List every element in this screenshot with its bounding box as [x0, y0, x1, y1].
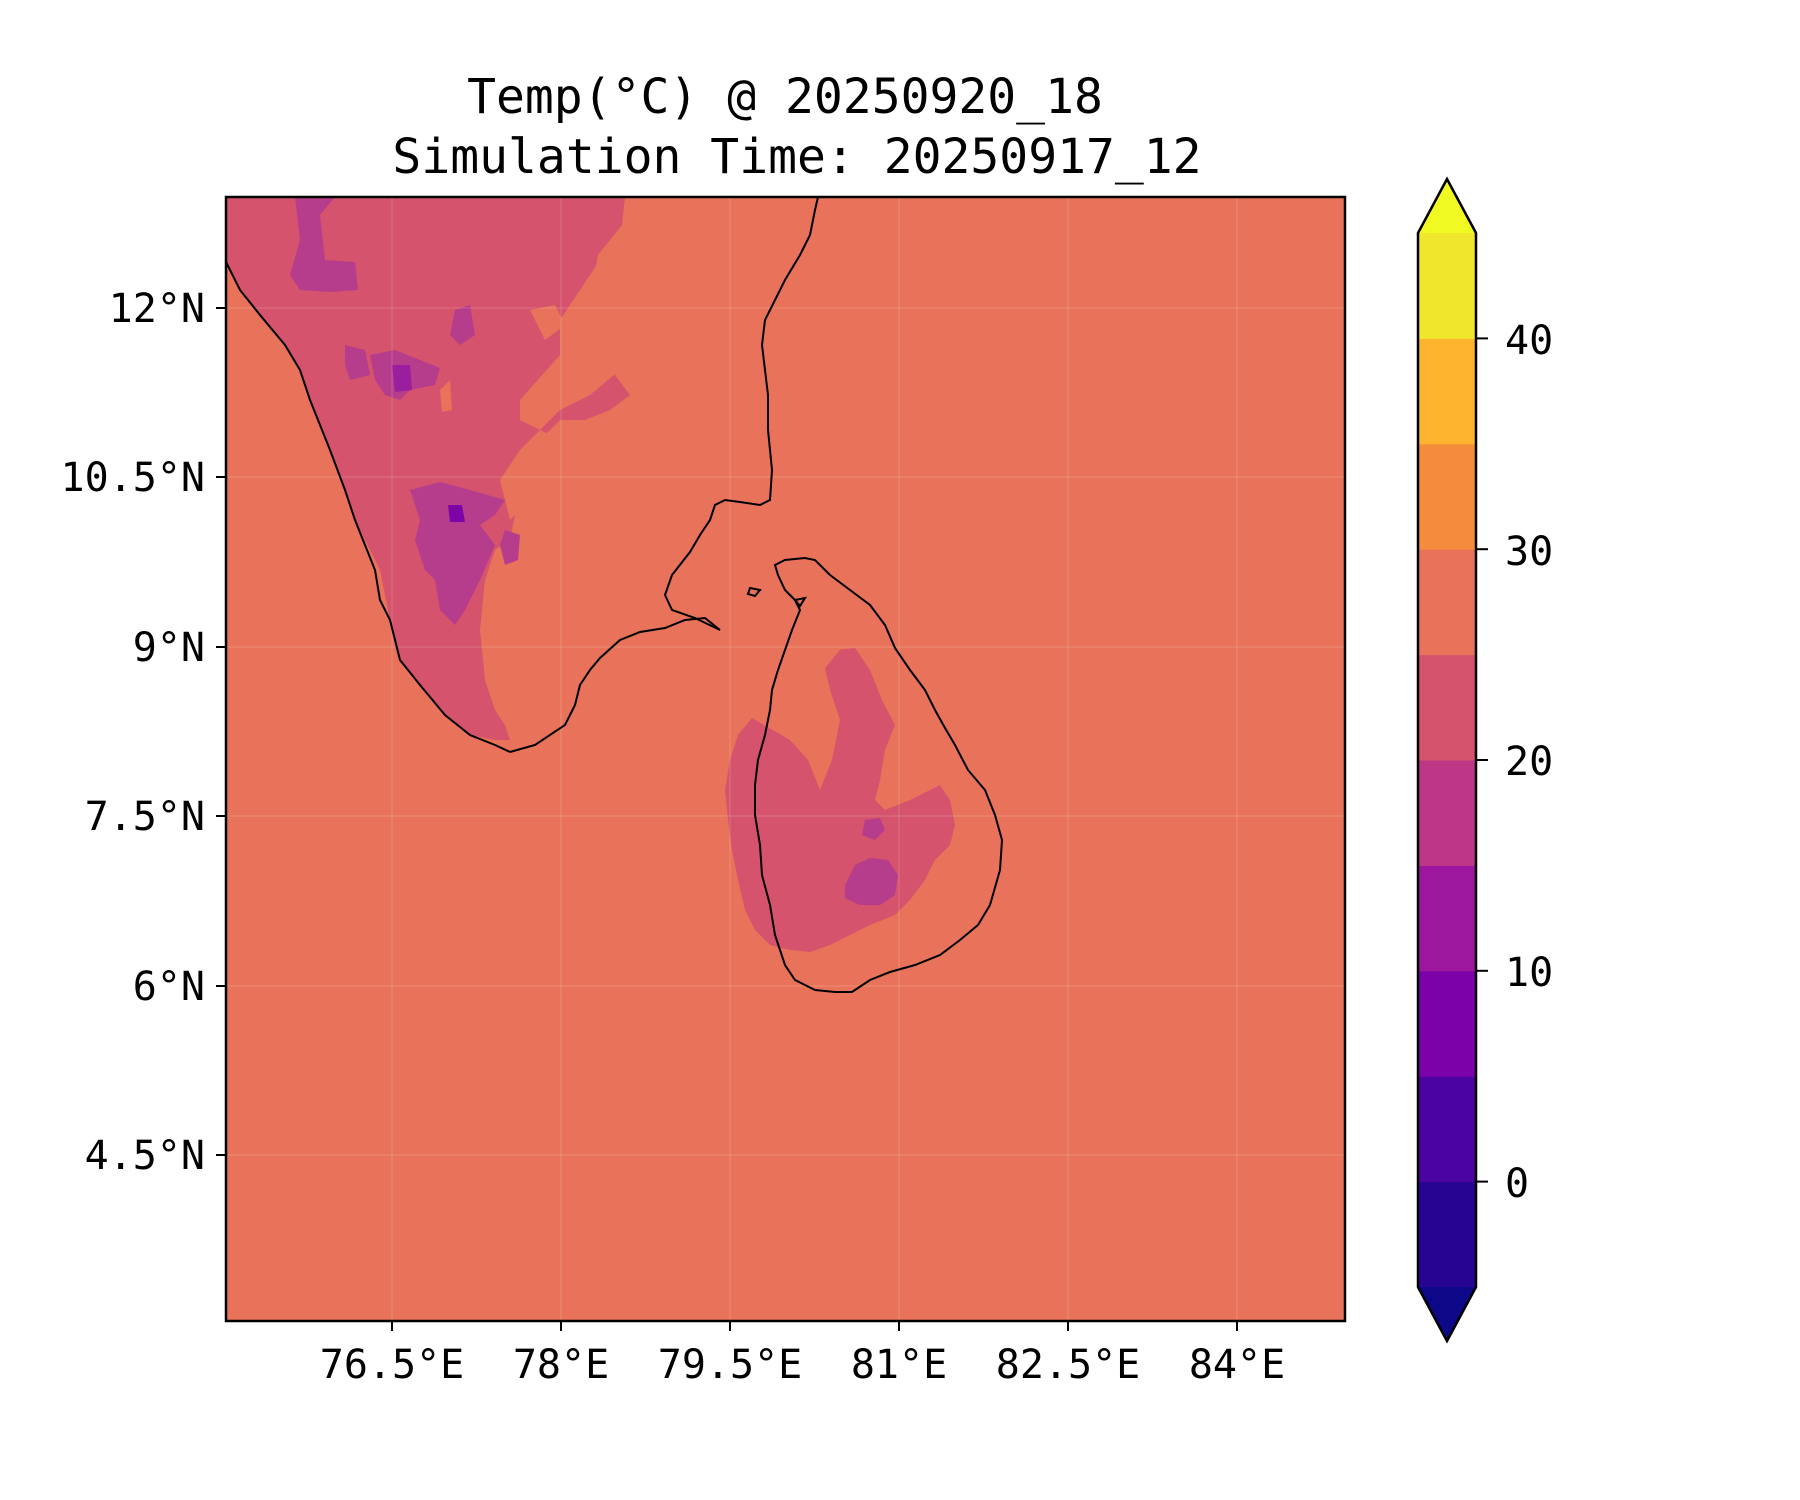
map-panel: 76.5°E 78°E 79.5°E 81°E 82.5°E 84°E 12°N…: [61, 195, 1347, 1388]
colorbar: [1416, 176, 1488, 1344]
lon-tick-label: 76.5°E: [320, 1342, 465, 1388]
colorbar-bin: [1418, 1076, 1476, 1183]
india-warm-patch: [560, 460, 615, 520]
colorbar-tick-label: 40: [1505, 318, 1553, 364]
coastlines: [226, 197, 1004, 993]
india-east-coastline: [663, 197, 819, 631]
lat-tick-label: 7.5°N: [85, 794, 205, 840]
title-line-2: Simulation Time: 20250917_12: [392, 129, 1201, 185]
colorbar-extend-max: [1418, 179, 1476, 233]
map-frame: [224, 195, 1347, 1323]
colorbar-bin: [1418, 549, 1476, 656]
colorbar-tick-label: 30: [1505, 529, 1553, 575]
lat-tick-label: 4.5°N: [85, 1133, 205, 1179]
lon-tick-label: 81°E: [851, 1342, 947, 1388]
lat-tick-label: 9°N: [133, 625, 205, 671]
lat-tick-marks: [216, 307, 226, 1156]
sri-lanka-cool-patch: [862, 818, 885, 840]
lon-tick-label: 82.5°E: [996, 1342, 1141, 1388]
india-coldest-spot: [448, 505, 465, 522]
lon-tick-label: 78°E: [513, 1342, 609, 1388]
colorbar-bin: [1418, 338, 1476, 445]
india-cool-patch: [290, 197, 358, 292]
palk-islet-coastline: [793, 596, 808, 608]
title-line-1: Temp(°C) @ 20250920_18: [467, 69, 1103, 125]
colorbar-tick-labels: 40 30 20 10 0: [1505, 318, 1553, 1207]
colorbar-tick-label: 20: [1505, 739, 1553, 785]
india-west-coastline: [226, 261, 511, 753]
colorbar-bin: [1418, 1181, 1476, 1288]
colorbar-tick-label: 10: [1505, 950, 1553, 996]
colorbar-bin: [1418, 443, 1476, 550]
colorbar-outline: [1416, 176, 1478, 1344]
india-land-region: [226, 197, 630, 740]
sri-lanka-warm-patch: [790, 650, 840, 720]
lon-tick-marks: [391, 1321, 1238, 1331]
lat-tick-labels: 12°N 10.5°N 9°N 7.5°N 6°N 4.5°N: [61, 286, 206, 1179]
india-warm-patch: [625, 228, 675, 270]
lon-tick-label: 84°E: [1189, 1342, 1285, 1388]
india-cool-patch: [450, 305, 475, 345]
india-warm-patch: [530, 305, 565, 340]
colorbar-tick-label: 0: [1505, 1161, 1529, 1207]
lat-tick-label: 12°N: [109, 286, 205, 332]
colorbar-bin: [1418, 654, 1476, 761]
colorbar-extend-min: [1418, 1287, 1476, 1341]
lat-tick-label: 6°N: [133, 964, 205, 1010]
colorbar-bin: [1418, 760, 1476, 866]
india-cool-patch: [500, 530, 520, 565]
sri-lanka-coastline: [754, 556, 1004, 993]
lat-tick-label: 10.5°N: [61, 455, 206, 501]
colorbar-bin: [1418, 865, 1476, 972]
lon-tick-label: 79.5°E: [658, 1342, 803, 1388]
india-warm-patch: [500, 197, 650, 530]
india-cold-spot: [392, 365, 412, 392]
india-south-east-coastline: [509, 616, 721, 753]
india-cool-patch: [345, 345, 370, 380]
colorbar-bin: [1418, 970, 1476, 1077]
colorbar-bin: [1418, 233, 1476, 339]
gridlines: [226, 197, 1345, 1321]
lon-tick-labels: 76.5°E 78°E 79.5°E 81°E 82.5°E 84°E: [320, 1342, 1285, 1388]
india-warm-patch: [440, 380, 452, 412]
mannar-island-coastline: [746, 586, 762, 598]
sri-lanka-cool-patch: [845, 858, 898, 905]
india-cool-patch: [410, 482, 505, 625]
